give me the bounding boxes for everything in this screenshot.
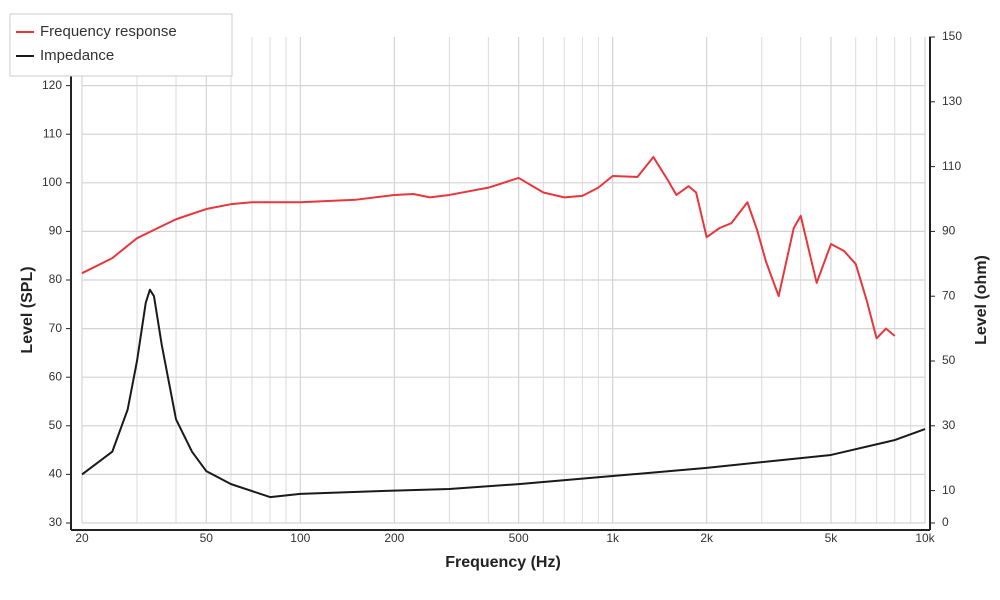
y2-tick-label: 110 xyxy=(942,159,961,173)
x-tick-label: 50 xyxy=(200,531,214,545)
x-tick-label: 10k xyxy=(915,531,935,545)
plot-lines xyxy=(81,156,926,499)
y-tick-label: 50 xyxy=(49,418,63,432)
y2-tick-label: 10 xyxy=(942,483,956,497)
axes: 20 50 100 200 500 1k 2k 5k 10k304050607080901001… xyxy=(42,29,962,545)
legend-label: Frequency response xyxy=(40,23,177,40)
y2-tick-label: 50 xyxy=(942,353,956,367)
y-tick-label: 30 xyxy=(49,515,63,529)
y2-tick-label: 150 xyxy=(942,29,962,43)
legend-label: Impedance xyxy=(40,47,114,64)
x-axis-label: Frequency (Hz) xyxy=(445,554,561,571)
x-tick-label: 2k xyxy=(700,531,714,545)
y-tick-label: 70 xyxy=(49,321,63,335)
y2-tick-label: 70 xyxy=(942,288,956,302)
x-tick-label: 5k xyxy=(825,531,839,545)
x-tick-label: 20 xyxy=(75,531,89,545)
y2-tick-label: 90 xyxy=(942,224,956,238)
y-tick-label: 120 xyxy=(42,78,62,92)
series-line xyxy=(81,156,896,340)
y-tick-label: 110 xyxy=(43,126,62,140)
x-tick-label: 200 xyxy=(384,531,404,545)
x-tick-label: 1k xyxy=(606,531,620,545)
y2-tick-label: 0 xyxy=(942,515,949,529)
y-tick-label: 80 xyxy=(49,272,63,286)
legend: Frequency response Impedance xyxy=(9,13,233,77)
y-axis-label: Level (SPL) xyxy=(19,266,36,353)
y2-axis-label: Level (ohm) xyxy=(973,255,990,345)
y2-tick-label: 130 xyxy=(942,94,962,108)
y-tick-label: 90 xyxy=(49,224,63,238)
x-tick-label: 500 xyxy=(509,531,529,545)
series-line xyxy=(81,288,926,499)
legend-box xyxy=(9,13,233,77)
y-tick-label: 40 xyxy=(49,467,63,481)
y2-tick-label: 30 xyxy=(942,418,956,432)
y-tick-label: 60 xyxy=(49,369,63,383)
grid xyxy=(81,37,926,524)
x-tick-label: 100 xyxy=(290,531,310,545)
y-tick-label: 100 xyxy=(42,175,62,189)
